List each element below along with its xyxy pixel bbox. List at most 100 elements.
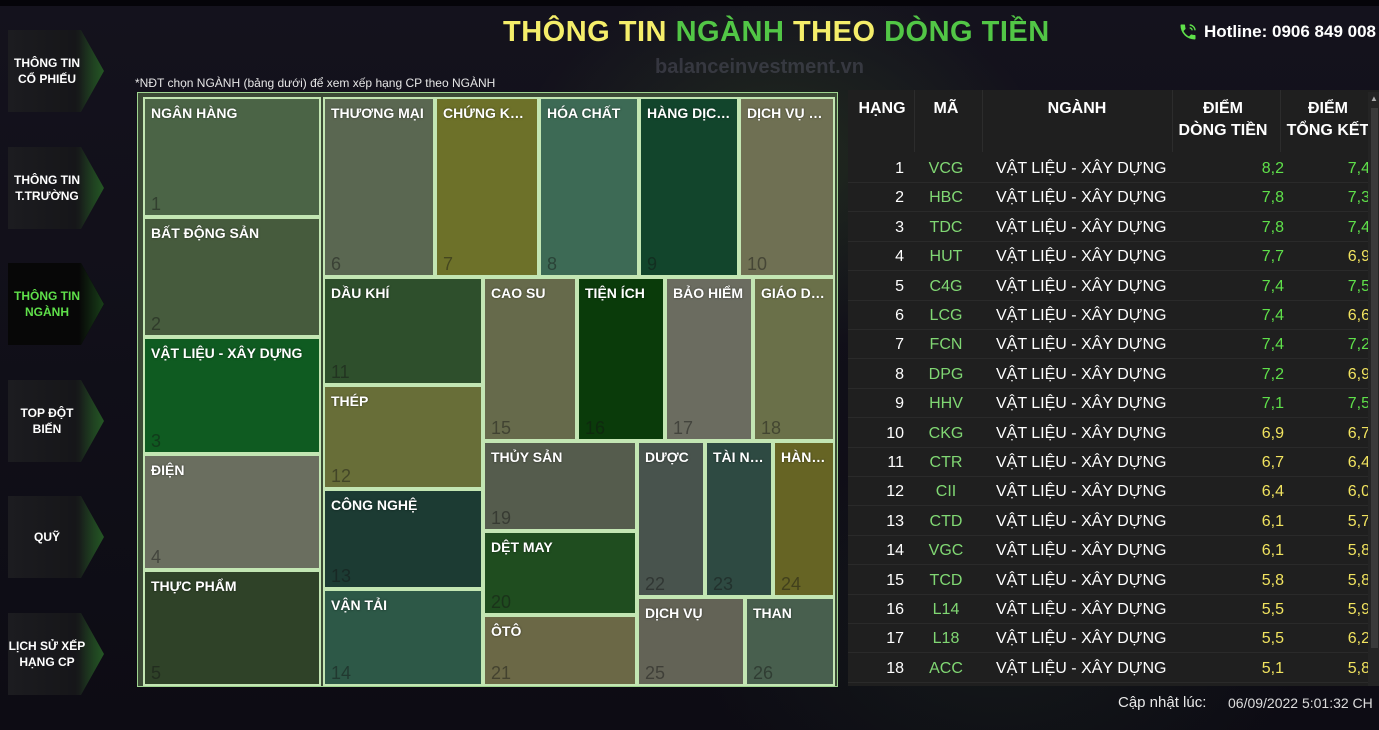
treemap-tile[interactable]: THÉP 12 (323, 385, 483, 489)
table-row[interactable]: 2 HBC VẬT LIỆU - XÂY DỰNG 7,8 7,3 (848, 183, 1379, 213)
header-code[interactable]: MÃ (933, 100, 959, 117)
cell-rank: 6 (895, 307, 904, 324)
treemap-tile[interactable]: DƯỢC 22 (637, 441, 705, 597)
sidebar-item-lich-su-xep-hang[interactable]: LỊCH SỬ XẾP HẠNG CP (8, 613, 104, 695)
header-industry[interactable]: NGÀNH (1047, 100, 1107, 117)
treemap-tile[interactable]: DỊCH VỤ TÀI CHÍNH 10 (739, 97, 835, 277)
table-scrollbar[interactable]: ▲ (1368, 92, 1379, 686)
cell-flow-score: 5,8 (1261, 571, 1284, 589)
sidebar-label-line1: THÔNG TIN (14, 56, 80, 70)
table-row[interactable]: 6 LCG VẬT LIỆU - XÂY DỰNG 7,4 6,6 (848, 301, 1379, 330)
treemap-tile[interactable]: CHỨNG KHOÁN 7 (435, 97, 539, 277)
sidebar-item-label: TOP ĐỘT BIẾN (8, 405, 86, 437)
tile-rank: 11 (331, 362, 350, 382)
tile-name: THÉP (331, 393, 369, 409)
page-title: THÔNG TIN NGÀNH THEO DÒNG TIỀN (503, 16, 1050, 49)
cell-flow-score: 5,5 (1261, 630, 1284, 648)
treemap-tile[interactable]: CÔNG NGHỆ 13 (323, 489, 483, 589)
cell-industry: VẬT LIỆU - XÂY DỰNG (996, 483, 1167, 501)
cell-industry: VẬT LIỆU - XÂY DỰNG (996, 336, 1167, 354)
hotline[interactable]: Hotline: 0906 849 008 (1178, 22, 1376, 42)
treemap-tile[interactable]: ÔTÔ 21 (483, 615, 637, 686)
treemap-tile[interactable]: HÀNG TIÊU DÙNG 24 (773, 441, 835, 597)
treemap-tile[interactable]: TÀI NGUYÊN 23 (705, 441, 773, 597)
cell-flow-score: 8,2 (1261, 160, 1284, 177)
table-row[interactable]: 4 HUT VẬT LIỆU - XÂY DỰNG 7,7 6,9 (848, 242, 1379, 272)
tile-name: DƯỢC (645, 449, 689, 465)
sidebar-label-line1: THÔNG TIN (14, 289, 80, 303)
table-row[interactable]: 18 ACC VẬT LIỆU - XÂY DỰNG 5,1 5,8 (848, 654, 1379, 683)
treemap-tile[interactable]: HÀNG DỊCH VỤ 9 (639, 97, 739, 277)
treemap-tile[interactable]: BẤT ĐỘNG SẢN 2 (143, 217, 321, 337)
treemap-tile[interactable]: VẬT LIỆU - XÂY DỰNG 3 (143, 337, 321, 454)
sidebar-item-label: THÔNG TIN T.TRƯỜNG (8, 172, 86, 204)
treemap-tile[interactable]: CAO SU 15 (483, 277, 577, 441)
table-row[interactable]: 5 C4G VẬT LIỆU - XÂY DỰNG 7,4 7,5 (848, 272, 1379, 301)
scroll-up-icon[interactable]: ▲ (1370, 94, 1378, 103)
instruction-note: *NĐT chọn NGÀNH (bảng dưới) để xem xếp h… (135, 76, 496, 90)
sidebar-item-thong-tin-co-phieu[interactable]: THÔNG TIN CỔ PHIẾU (8, 30, 104, 112)
table-row[interactable]: 10 CKG VẬT LIỆU - XÂY DỰNG 6,9 6,7 (848, 419, 1379, 448)
cell-flow-score: 7,4 (1261, 277, 1284, 295)
treemap-tile[interactable]: DẦU KHÍ 11 (323, 277, 483, 385)
treemap-tile[interactable]: BẢO HIỂM 17 (665, 277, 753, 441)
cell-rank: 2 (895, 189, 904, 207)
table-row[interactable]: 1 VCG VẬT LIỆU - XÂY DỰNG 8,2 7,4 (848, 154, 1379, 183)
treemap-tile[interactable]: GIÁO DỤC 18 (753, 277, 835, 441)
header-flow-score[interactable]: ĐIỂM DÒNG TIỀN (1168, 98, 1278, 142)
cell-total-score: 5,8 (1347, 571, 1370, 589)
cell-code: LCG (929, 307, 963, 324)
cell-code: FCN (929, 336, 963, 354)
tile-name: TÀI NGUYÊN (713, 449, 767, 465)
tile-rank: 23 (713, 574, 734, 594)
treemap-tile[interactable]: NGÂN HÀNG 1 (143, 97, 321, 217)
table-row[interactable]: 17 L18 VẬT LIỆU - XÂY DỰNG 5,5 6,2 (848, 624, 1379, 654)
table-row[interactable]: 14 VGC VẬT LIỆU - XÂY DỰNG 6,1 5,8 (848, 536, 1379, 566)
treemap-tile[interactable]: HÓA CHẤT 8 (539, 97, 639, 277)
tile-rank: 14 (331, 663, 352, 683)
cell-total-score: 6,0 (1347, 483, 1370, 501)
sidebar-item-thong-tin-nganh[interactable]: THÔNG TIN NGÀNH (8, 263, 104, 345)
tile-name: ĐIỆN (151, 462, 185, 478)
table-row[interactable]: 7 FCN VẬT LIỆU - XÂY DỰNG 7,4 7,2 (848, 330, 1379, 360)
treemap-tile[interactable]: THƯƠNG MẠI 6 (323, 97, 435, 277)
table-row[interactable]: 12 CII VẬT LIỆU - XÂY DỰNG 6,4 6,0 (848, 477, 1379, 507)
header-rank[interactable]: HẠNG (858, 100, 906, 117)
treemap-tile[interactable]: THỦY SẢN 19 (483, 441, 637, 531)
table-row[interactable]: 16 L14 VẬT LIỆU - XÂY DỰNG 5,5 5,9 (848, 595, 1379, 624)
treemap-tile[interactable]: THỰC PHẨM 5 (143, 570, 321, 686)
header-total-score[interactable]: ĐIỂM TỔNG KẾT (1278, 98, 1378, 142)
treemap-tile[interactable]: VẬN TẢI 14 (323, 589, 483, 686)
cell-code: DPG (928, 365, 964, 383)
sidebar-item-quy[interactable]: QUỸ (8, 496, 104, 578)
sidebar-item-thong-tin-thi-truong[interactable]: THÔNG TIN T.TRƯỜNG (8, 147, 104, 229)
tile-rank: 5 (151, 663, 162, 683)
table-row[interactable]: 11 CTR VẬT LIỆU - XÂY DỰNG 6,7 6,4 (848, 448, 1379, 477)
treemap-tile[interactable]: TIỆN ÍCH 16 (577, 277, 665, 441)
table-row[interactable]: 3 TDC VẬT LIỆU - XÂY DỰNG 7,8 7,4 (848, 213, 1379, 242)
table-row[interactable]: 8 DPG VẬT LIỆU - XÂY DỰNG 7,2 6,9 (848, 360, 1379, 389)
sidebar-label-line1: THÔNG TIN (14, 173, 80, 187)
header-flow-line1: ĐIỂM (1203, 100, 1243, 117)
cell-rank: 5 (895, 277, 904, 295)
sidebar-item-top-dot-bien[interactable]: TOP ĐỘT BIẾN (8, 380, 104, 462)
cell-code: CTR (929, 454, 963, 471)
scroll-thumb[interactable] (1371, 108, 1378, 648)
cell-industry: VẬT LIỆU - XÂY DỰNG (996, 307, 1167, 324)
table-row[interactable]: 9 HHV VẬT LIỆU - XÂY DỰNG 7,1 7,5 (848, 389, 1379, 419)
treemap-tile[interactable]: DỊCH VỤ 25 (637, 597, 745, 686)
cell-rank: 7 (895, 336, 904, 354)
tile-name: DỊCH VỤ TÀI CHÍNH (747, 105, 829, 121)
treemap-tile[interactable]: THAN 26 (745, 597, 835, 686)
treemap-tile[interactable]: ĐIỆN 4 (143, 454, 321, 570)
cell-rank: 14 (886, 542, 904, 560)
cell-rank: 12 (886, 483, 904, 501)
treemap-tile[interactable]: DỆT MAY 20 (483, 531, 637, 615)
cell-rank: 13 (886, 512, 904, 530)
tile-rank: 3 (151, 431, 162, 451)
cell-total-score: 7,4 (1347, 218, 1370, 236)
cell-total-score: 5,9 (1347, 601, 1370, 618)
table-row[interactable]: 15 TCD VẬT LIỆU - XÂY DỰNG 5,8 5,8 (848, 566, 1379, 595)
tile-name: HÓA CHẤT (547, 105, 621, 121)
table-row[interactable]: 13 CTD VẬT LIỆU - XÂY DỰNG 6,1 5,7 (848, 507, 1379, 536)
